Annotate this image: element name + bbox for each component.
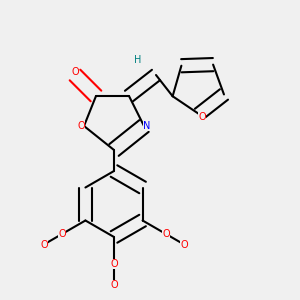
Text: O: O <box>77 121 85 131</box>
Text: O: O <box>162 229 170 239</box>
Text: O: O <box>180 239 188 250</box>
Text: O: O <box>40 239 48 250</box>
Text: O: O <box>58 229 66 239</box>
Text: O: O <box>110 280 118 290</box>
Text: O: O <box>198 112 206 122</box>
Text: O: O <box>110 259 118 269</box>
Text: H: H <box>134 55 142 65</box>
Text: N: N <box>143 121 151 131</box>
Text: O: O <box>71 67 79 77</box>
